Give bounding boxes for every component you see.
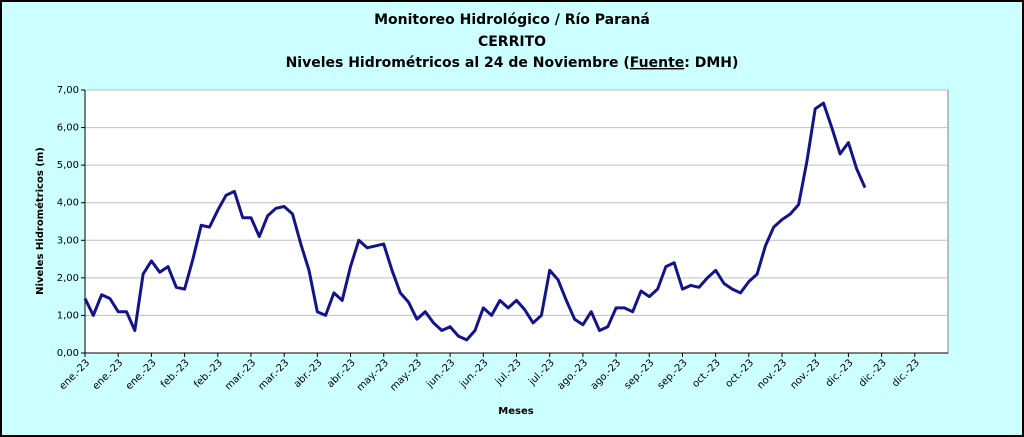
chart-title: Monitoreo Hidrológico / Río Paraná [374, 12, 650, 28]
plot-area [84, 89, 949, 354]
chart-caption: Niveles Hidrométricos al 24 de Noviembre… [286, 55, 739, 71]
y-tick-label: 7,00 [57, 85, 79, 96]
x-axis-label: Meses [498, 406, 533, 417]
caption-part: Niveles Hidrométricos al 24 de Noviembre… [286, 55, 630, 71]
y-tick-label: 4,00 [57, 198, 79, 209]
chart-subtitle: CERRITO [478, 34, 546, 50]
y-tick-label: 0,00 [57, 348, 79, 359]
y-tick-label: 2,00 [57, 273, 79, 284]
caption-part: Fuente [630, 55, 684, 71]
y-tick-label: 1,00 [57, 310, 79, 321]
y-tick-label: 6,00 [57, 123, 79, 134]
caption-part: : DMH) [684, 55, 738, 71]
y-tick-label: 5,00 [57, 160, 79, 171]
data-line [83, 101, 867, 342]
y-axis-label: Niveles Hidrométricos (m) [34, 147, 46, 295]
y-tick-label: 3,00 [57, 235, 79, 246]
